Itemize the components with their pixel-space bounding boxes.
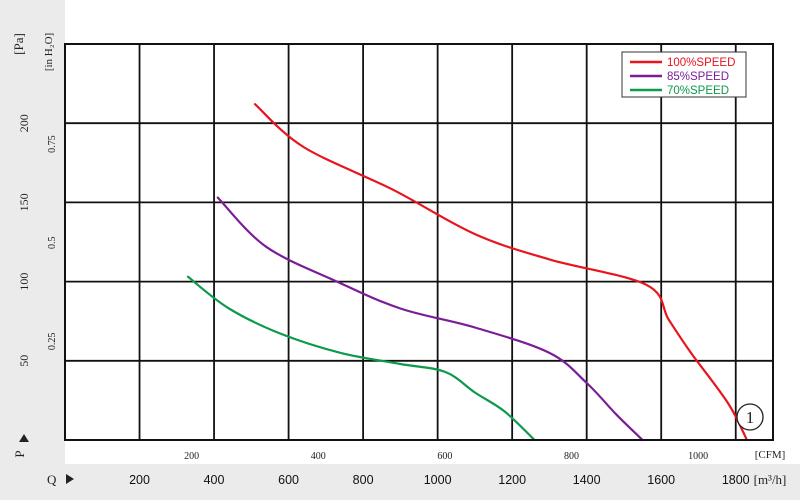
y-tick-inh2o: 0.5: [47, 236, 58, 249]
curve-badge-circle: [736, 403, 764, 431]
x-tick-cfm: 600: [437, 451, 452, 462]
y-ticks-pa: 50 100 150 200: [17, 114, 31, 367]
x-tick-cfm: 200: [184, 451, 199, 462]
y-axis-label-pa: [Pa]: [11, 33, 26, 55]
curve-badge: 1: [736, 403, 764, 431]
x-ticks-m3h: 200 400 600 800 1000 1200 1400 1600 1800: [129, 473, 750, 487]
bottom-axis-band: [0, 464, 800, 500]
series-line-85-speed: [216, 196, 644, 442]
x-ticks-cfm: 200 400 600 800 1000: [184, 451, 708, 462]
y-tick-inh2o: 0.25: [47, 333, 58, 351]
y-ticks-inh2o: 0.25 0.5 0.75: [47, 135, 58, 350]
y-tick-pa: 150: [17, 193, 31, 211]
y-axis-arrow-icon: [19, 434, 29, 442]
legend-label-100-speed: 100%SPEED: [667, 57, 735, 69]
x-tick-m3h: 200: [129, 473, 150, 487]
series-lines: [186, 103, 748, 442]
x-tick-m3h: 600: [278, 473, 299, 487]
x-axis-arrow-icon: [66, 474, 74, 484]
x-axis-label-cfm: [CFM]: [755, 449, 786, 461]
plot-frame: [64, 43, 774, 441]
x-axis-label-m3h: [m³/h]: [754, 472, 787, 487]
x-tick-cfm: 1000: [688, 451, 708, 462]
grid: [65, 44, 773, 440]
x-tick-cfm: 400: [311, 451, 326, 462]
legend-label-85-speed: 85%SPEED: [667, 71, 729, 83]
x-tick-m3h: 1200: [498, 473, 526, 487]
x-tick-m3h: 800: [353, 473, 374, 487]
curve-badge-number: 1: [746, 408, 755, 427]
y-tick-inh2o: 0.75: [47, 135, 58, 153]
y-axis-marker: P: [12, 450, 27, 457]
x-tick-m3h: 1400: [573, 473, 601, 487]
x-tick-m3h: 400: [204, 473, 225, 487]
left-axis-band: [0, 0, 65, 500]
x-axis-marker: Q: [47, 472, 57, 487]
series-line-100-speed: [253, 103, 748, 442]
y-tick-pa: 100: [17, 273, 31, 291]
legend: 100%SPEED 85%SPEED 70%SPEED: [621, 51, 747, 98]
x-tick-cfm: 800: [564, 451, 579, 462]
x-tick-m3h: 1600: [647, 473, 675, 487]
y-tick-pa: 200: [17, 114, 31, 132]
x-tick-m3h: 1800: [722, 473, 750, 487]
y-tick-pa: 50: [17, 355, 31, 367]
legend-items: 100%SPEED 85%SPEED 70%SPEED: [630, 57, 735, 97]
legend-label-70-speed: 70%SPEED: [667, 85, 729, 97]
series-line-70-speed: [186, 275, 536, 442]
x-tick-m3h: 1000: [424, 473, 452, 487]
y-axis-label-inh2o: [in H₂O]: [43, 33, 55, 71]
